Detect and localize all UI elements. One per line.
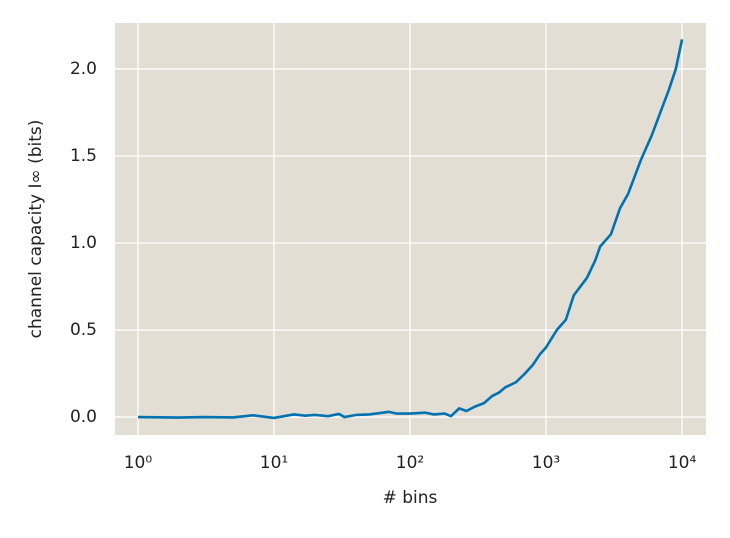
y-tick-label: 0.5 [70, 320, 97, 340]
x-tick-label: 10⁰ [124, 453, 153, 473]
y-tick-label: 2.0 [70, 59, 97, 79]
y-axis-label: channel capacity I∞ (bits) [26, 120, 46, 339]
x-tick-label: 10³ [532, 453, 560, 473]
data-line [137, 39, 684, 420]
x-tick-label: 10⁴ [668, 453, 697, 473]
x-tick-label: 10¹ [260, 453, 288, 473]
x-axis-label: # bins [383, 488, 438, 508]
y-tick-label: 1.5 [70, 146, 97, 166]
y-tick-label: 1.0 [70, 233, 97, 253]
y-tick-label: 0.0 [70, 407, 97, 427]
x-tick-label: 10² [396, 453, 424, 473]
